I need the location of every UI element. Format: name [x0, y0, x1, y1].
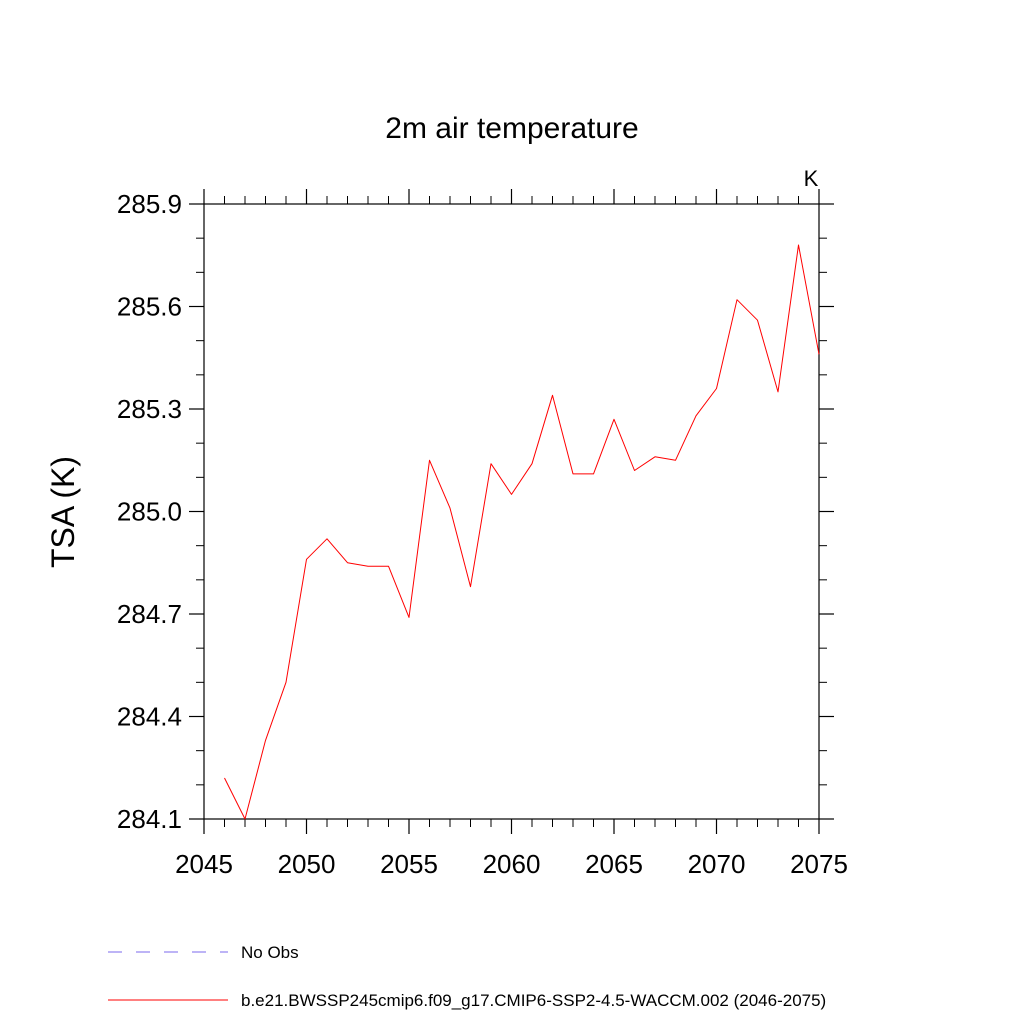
- x-tick-label: 2075: [790, 849, 848, 879]
- x-tick-label: 2050: [278, 849, 336, 879]
- x-tick-label: 2055: [380, 849, 438, 879]
- plot-frame: [203, 203, 820, 820]
- series-line-0: [224, 244, 820, 820]
- y-tick-label: 284.4: [117, 702, 182, 732]
- y-tick-label: 285.3: [117, 394, 182, 424]
- series-layer: [224, 244, 820, 820]
- legend-label-1: b.e21.BWSSP245cmip6.f09_g17.CMIP6-SSP2-4…: [241, 991, 826, 1010]
- x-tick-label: 2045: [175, 849, 233, 879]
- legend: No Obs b.e21.BWSSP245cmip6.f09_g17.CMIP6-…: [108, 943, 826, 1010]
- legend-label-0: No Obs: [241, 943, 299, 962]
- y-axis-label: TSA (K): [45, 456, 81, 568]
- y-tick-label: 285.9: [117, 189, 182, 219]
- axis-ticks: [189, 189, 834, 834]
- x-tick-label: 2060: [483, 849, 541, 879]
- x-tick-label: 2070: [688, 849, 746, 879]
- chart-title: 2m air temperature: [385, 112, 638, 145]
- y-tick-label: 285.0: [117, 497, 182, 527]
- y-tick-label: 284.1: [117, 804, 182, 834]
- y-tick-label: 284.7: [117, 599, 182, 629]
- y-tick-label: 285.6: [117, 292, 182, 322]
- tick-labels: 2045 2050 2055 2060 2065 2070 2075 284.1 284.4 28…: [117, 189, 848, 879]
- units-label: K: [804, 166, 819, 191]
- x-tick-label: 2065: [585, 849, 643, 879]
